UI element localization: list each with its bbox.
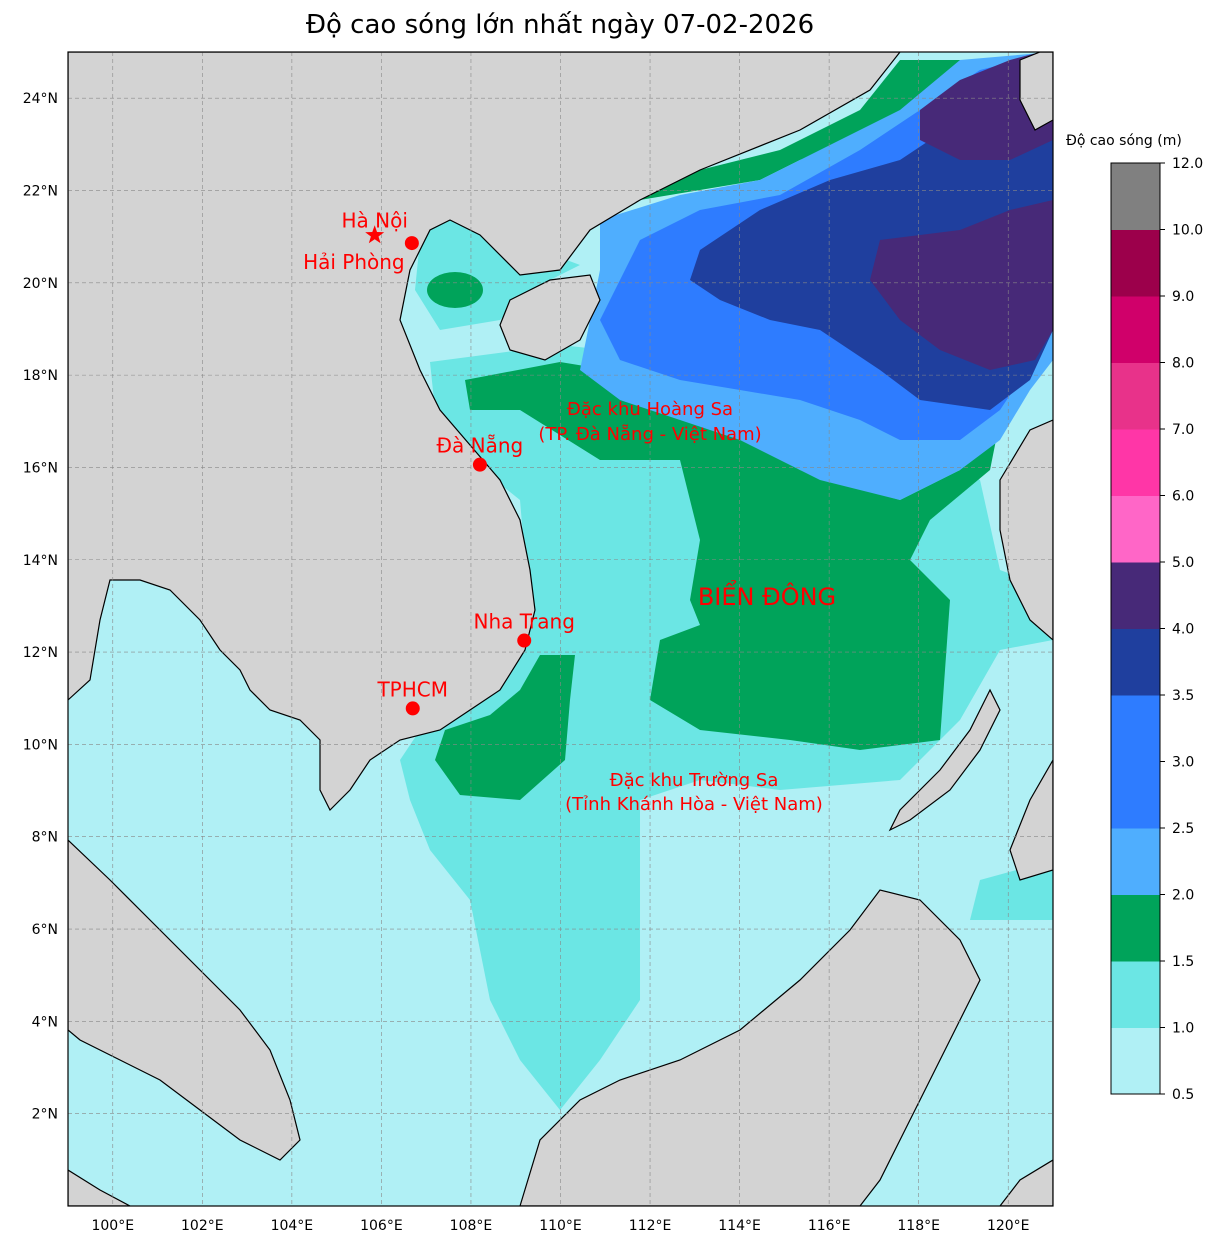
colorbar-tick-label: 3.0 bbox=[1172, 755, 1194, 771]
lon-tick-label: 100°E bbox=[91, 1218, 134, 1234]
nha-trang-label: Nha Trang bbox=[474, 610, 575, 634]
map-frame bbox=[67, 51, 1054, 1207]
land-palawan bbox=[888, 688, 1001, 832]
hoang-sa-label-line2: (TP. Đà Nẵng - Việt Nam) bbox=[538, 424, 761, 445]
da-nang-marker bbox=[472, 457, 487, 472]
nha-trang-marker bbox=[517, 633, 532, 648]
tphcm-marker bbox=[405, 701, 420, 716]
colorbar-tick-label: 1.5 bbox=[1172, 954, 1194, 970]
colorbar-segment bbox=[1111, 695, 1160, 762]
colorbar-segment bbox=[1111, 429, 1160, 496]
ha-noi-label: Hà Nội bbox=[341, 208, 407, 232]
gridlines bbox=[68, 52, 1053, 1206]
colorbar-title: Độ cao sóng (m) bbox=[1066, 133, 1182, 149]
colorbar-tick-label: 3.5 bbox=[1172, 688, 1194, 704]
wave-zone-1-5m bbox=[465, 362, 1000, 750]
hai-phong-label: Hải Phòng bbox=[303, 250, 405, 274]
lat-tick-label: 18°N bbox=[23, 368, 58, 384]
land-borneo bbox=[519, 889, 981, 1206]
da-nang-label: Đà Nẵng bbox=[437, 434, 524, 458]
colorbar: 0.5 1.0 1.5 2.0 2.5 3.0 3.5 4.0 5.0 6.0 7.0 8.0 9.0 1… bbox=[1110, 156, 1203, 1103]
truong-sa-label-line2: (Tỉnh Khánh Hòa - Việt Nam) bbox=[565, 794, 823, 815]
land-sumatra bbox=[68, 1169, 131, 1206]
land-taiwan bbox=[1019, 52, 1053, 131]
lon-tick-label: 120°E bbox=[987, 1218, 1030, 1234]
lat-tick-label: 16°N bbox=[23, 460, 58, 476]
colorbar-tick-label: 2.0 bbox=[1172, 888, 1194, 904]
colorbar-segment bbox=[1111, 828, 1160, 895]
colorbar-tick-label: 4.0 bbox=[1172, 622, 1194, 638]
lon-tick-label: 110°E bbox=[539, 1218, 582, 1234]
lat-tick-label: 12°N bbox=[23, 645, 58, 661]
land-mindanao bbox=[999, 1159, 1053, 1206]
colorbar-segment bbox=[1111, 1027, 1160, 1095]
colorbar-tick-label: 10.0 bbox=[1172, 223, 1203, 239]
lat-tick-label: 6°N bbox=[32, 922, 58, 938]
ha-noi-star-marker bbox=[365, 225, 385, 244]
lon-tick-label: 112°E bbox=[629, 1218, 672, 1234]
colorbar-segment bbox=[1111, 296, 1160, 363]
wave-zone-1-5m-south bbox=[435, 655, 575, 800]
colorbar-segment bbox=[1111, 961, 1160, 1028]
wave-zone-4-0m bbox=[870, 200, 1053, 370]
longitude-axis: 100°E 102°E 104°E 106°E 108°E 110°E 112°E 114°E… bbox=[91, 1218, 1029, 1234]
lat-tick-label: 24°N bbox=[23, 91, 58, 107]
colorbar-tick-label: 8.0 bbox=[1172, 356, 1194, 372]
lon-tick-label: 116°E bbox=[808, 1218, 851, 1234]
colorbar-segment bbox=[1111, 562, 1160, 629]
tphcm-label: TPHCM bbox=[376, 677, 448, 701]
hoang-sa-label-line1: Đặc khu Hoàng Sa bbox=[567, 399, 733, 420]
hai-phong-marker bbox=[404, 236, 419, 251]
lat-tick-label: 8°N bbox=[32, 830, 58, 846]
lat-tick-label: 14°N bbox=[23, 553, 58, 569]
lat-tick-label: 20°N bbox=[23, 276, 58, 292]
colorbar-tick-label: 0.5 bbox=[1172, 1087, 1194, 1103]
colorbar-tick-label: 6.0 bbox=[1172, 489, 1194, 505]
land-philippines-central bbox=[1009, 758, 1053, 881]
colorbar-segment bbox=[1111, 761, 1160, 829]
latitude-axis: 2°N 4°N 6°N 8°N 10°N 12°N 14°N 16°N 18°N 20°N 22°N… bbox=[23, 91, 58, 1123]
colorbar-segment bbox=[1111, 894, 1160, 962]
colorbar-segment bbox=[1111, 628, 1160, 696]
colorbar-segment bbox=[1111, 495, 1160, 563]
colorbar-tick-label: 12.0 bbox=[1172, 156, 1203, 172]
colorbar-segment bbox=[1111, 362, 1160, 430]
land-hainan bbox=[499, 274, 601, 361]
land-mainland-asia bbox=[68, 52, 901, 812]
lon-tick-label: 118°E bbox=[897, 1218, 940, 1234]
map-title: Độ cao sóng lớn nhất ngày 07-02-2026 bbox=[305, 10, 815, 40]
lat-tick-label: 10°N bbox=[23, 737, 58, 753]
colorbar-tick-label: 5.0 bbox=[1172, 555, 1194, 571]
lat-tick-label: 4°N bbox=[32, 1014, 58, 1030]
colorbar-tick-label: 9.0 bbox=[1172, 289, 1194, 305]
lat-tick-label: 22°N bbox=[23, 183, 58, 199]
colorbar-tick-label: 7.0 bbox=[1172, 422, 1194, 438]
colorbar-segment bbox=[1111, 229, 1160, 297]
truong-sa-label-line1: Đặc khu Trường Sa bbox=[610, 770, 779, 791]
bien-dong-label: BIỂN ĐÔNG bbox=[698, 579, 836, 611]
land bbox=[68, 52, 1053, 1206]
land-malay-peninsula bbox=[68, 839, 301, 1161]
wave-zone-1-5m-gulf bbox=[427, 272, 483, 308]
lon-tick-label: 108°E bbox=[450, 1218, 493, 1234]
lon-tick-label: 102°E bbox=[181, 1218, 224, 1234]
lon-tick-label: 106°E bbox=[360, 1218, 403, 1234]
lon-tick-label: 104°E bbox=[271, 1218, 314, 1234]
colorbar-segment bbox=[1111, 163, 1160, 230]
colorbar-tick-label: 1.0 bbox=[1172, 1021, 1194, 1037]
lat-tick-label: 2°N bbox=[32, 1107, 58, 1123]
land-luzon bbox=[999, 419, 1053, 641]
place-markers: Hà Nội Hải Phòng Đà Nẵng Nha Trang TPHCM bbox=[303, 208, 575, 716]
lon-tick-label: 114°E bbox=[718, 1218, 761, 1234]
colorbar-tick-label: 2.5 bbox=[1172, 821, 1194, 837]
